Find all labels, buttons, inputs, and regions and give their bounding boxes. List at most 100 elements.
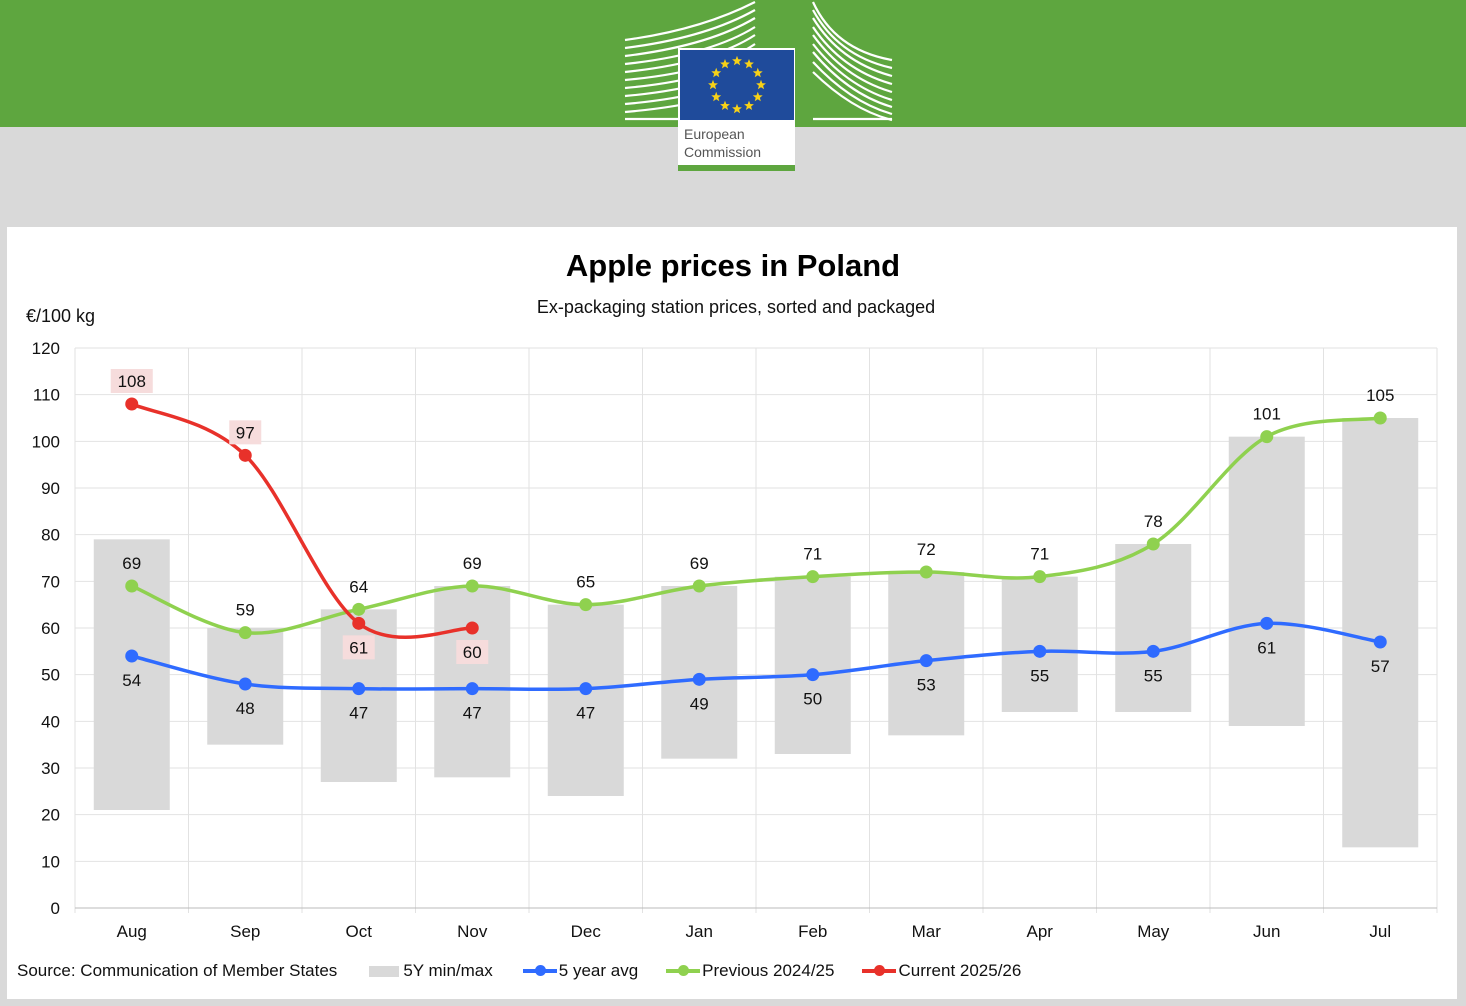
data-point: [465, 621, 479, 635]
x-tick-label: Jan: [686, 922, 713, 941]
range-bar: [1115, 544, 1192, 712]
chart-subtitle: Ex-packaging station prices, sorted and …: [536, 297, 936, 317]
series-line-2: [131, 402, 473, 639]
svg-text:Commission: Commission: [684, 144, 761, 160]
data-label: 47: [349, 704, 368, 723]
data-label-bg: [456, 640, 489, 664]
legend-swatch: [522, 965, 557, 976]
x-tick-label: Apr: [1027, 922, 1054, 941]
y-tick-label: 120: [32, 339, 60, 358]
legend-label: 5Y min/max: [403, 961, 493, 980]
eu-star-icon: [752, 67, 763, 78]
data-point: [692, 579, 706, 593]
data-label: 69: [122, 554, 141, 573]
y-tick-label: 60: [41, 619, 60, 638]
range-bar: [661, 586, 738, 759]
data-label: 55: [1144, 666, 1163, 685]
data-label: 47: [576, 704, 595, 723]
data-label: 48: [236, 699, 255, 718]
y-tick-label: 30: [41, 759, 60, 778]
y-tick-label: 10: [41, 852, 60, 871]
data-label: 71: [1030, 545, 1049, 564]
data-point: [806, 668, 820, 682]
data-label: 61: [349, 638, 368, 657]
x-tick-label: Mar: [912, 922, 942, 941]
data-point: [692, 672, 706, 686]
legend-item-range: 5Y min/max: [369, 961, 493, 981]
legend-label: Current 2025/26: [898, 961, 1022, 980]
eu-star-icon: [752, 91, 763, 102]
eu-star-icon: [744, 100, 754, 110]
legend-label: 5 year avg: [558, 961, 639, 980]
x-tick-label: Jul: [1369, 922, 1391, 941]
data-point: [919, 654, 933, 668]
data-point: [465, 579, 479, 593]
eu-star-icon: [720, 59, 730, 69]
data-label: 53: [917, 676, 936, 695]
range-bar: [1342, 418, 1419, 848]
x-tick-label: May: [1137, 922, 1170, 941]
data-point: [806, 570, 820, 584]
y-tick-label: 70: [41, 572, 60, 591]
svg-text:European: European: [684, 126, 745, 142]
chart-title: Apple prices in Poland: [565, 248, 901, 283]
data-point: [1260, 616, 1274, 630]
data-label: 78: [1144, 512, 1163, 531]
data-point: [238, 448, 252, 462]
legend-item-current: Current 2025/26: [862, 961, 1021, 981]
x-tick-label: Oct: [346, 922, 373, 941]
data-label: 69: [690, 554, 709, 573]
european-commission-logo: European Commission: [624, 1, 893, 171]
data-point: [238, 677, 252, 691]
range-bar: [434, 586, 511, 778]
range-bar: [547, 604, 624, 796]
data-label: 72: [917, 540, 936, 559]
data-label: 54: [122, 671, 141, 690]
legend: Source: Communication of Member States 5…: [17, 961, 1021, 981]
data-point: [1146, 537, 1160, 551]
y-tick-label: 110: [33, 386, 60, 405]
y-tick-label: 20: [41, 806, 60, 825]
legend-item-previous: Previous 2024/25: [666, 961, 834, 981]
eu-star-icon: [756, 79, 766, 90]
data-point: [1260, 430, 1274, 444]
legend-swatch: [862, 965, 897, 976]
y-tick-label: 80: [41, 526, 60, 545]
data-point: [1033, 570, 1047, 584]
legend-swatch: [369, 965, 400, 977]
data-label: 97: [236, 423, 255, 442]
data-point: [1373, 635, 1387, 649]
data-label-bg: [229, 420, 262, 445]
series-line-0: [131, 621, 1381, 692]
data-label: 69: [463, 554, 482, 573]
data-label: 59: [236, 601, 255, 620]
x-tick-label: Dec: [571, 922, 602, 941]
data-point: [352, 616, 366, 630]
data-point: [125, 397, 139, 411]
data-point: [352, 602, 366, 616]
data-label: 47: [463, 704, 482, 723]
eu-star-icon: [708, 79, 718, 90]
data-label: 57: [1371, 657, 1390, 676]
data-label: 61: [1257, 638, 1276, 657]
y-tick-label: 50: [41, 666, 60, 685]
x-tick-label: Nov: [457, 922, 488, 941]
data-point: [125, 649, 139, 663]
data-label: 60: [463, 643, 482, 662]
data-point: [1033, 644, 1047, 658]
x-tick-label: Jun: [1253, 922, 1280, 941]
legend-item-5yavg: 5 year avg: [522, 961, 639, 981]
data-point: [238, 626, 252, 640]
y-tick-label: 100: [32, 432, 60, 451]
data-label: 71: [803, 545, 822, 564]
eu-star-icon: [744, 59, 754, 69]
legend-label: Previous 2024/25: [702, 961, 835, 980]
data-label: 50: [803, 690, 822, 709]
data-label: 55: [1030, 666, 1049, 685]
legend-swatch: [666, 965, 701, 976]
x-tick-label: Aug: [117, 922, 147, 941]
x-tick-label: Feb: [798, 922, 827, 941]
data-point: [465, 682, 479, 696]
eu-star-icon: [711, 67, 722, 78]
